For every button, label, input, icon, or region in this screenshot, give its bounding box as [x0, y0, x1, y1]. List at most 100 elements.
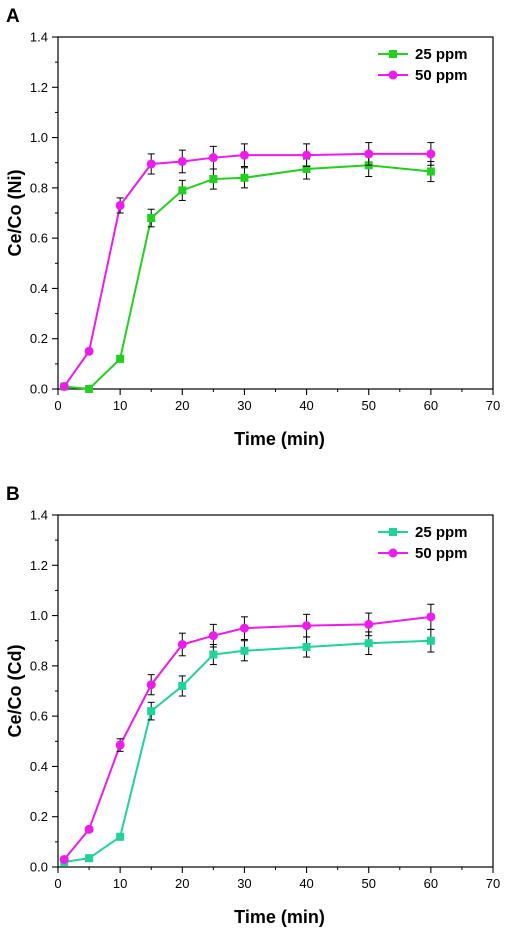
x-tick-label: 60 [424, 398, 438, 413]
legend-entry: 50 ppm [378, 67, 468, 84]
series-50-ppm [59, 142, 436, 391]
y-tick-label: 0.4 [30, 281, 48, 296]
x-tick-label: 20 [175, 398, 189, 413]
legend-entry: 50 ppm [378, 545, 468, 562]
y-axis-label: Ce/Co (Cd) [5, 645, 25, 738]
y-tick-label: 0.6 [30, 231, 48, 246]
x-tick-label: 70 [486, 876, 500, 891]
data-point [115, 740, 125, 750]
series-25-ppm [60, 628, 435, 866]
data-point [209, 650, 218, 659]
series-line [63, 615, 431, 861]
y-tick-label: 0.0 [30, 382, 48, 397]
x-tick-label: 0 [54, 876, 61, 891]
legend-label: 50 ppm [415, 545, 468, 562]
data-point [85, 385, 94, 393]
data-point [84, 346, 94, 356]
data-point [177, 156, 187, 166]
y-tick-label: 0.0 [30, 860, 48, 875]
x-tick-label: 70 [486, 398, 500, 413]
data-point [302, 643, 311, 651]
y-tick-label: 0.8 [30, 180, 48, 195]
x-tick-label: 30 [237, 398, 251, 413]
data-point [426, 636, 435, 645]
data-point [426, 167, 435, 176]
data-point [85, 854, 94, 863]
series-50-ppm [59, 603, 436, 864]
chart-panel-b: B 0 10 20 30 40 50 60 70 0.0 0.2 0.4 0.6 0.8 1.0 1.2 1.4… [5, 484, 500, 927]
plot-frame [57, 514, 494, 868]
x-tick-label: 50 [361, 398, 375, 413]
series-line [64, 639, 431, 863]
y-tick-label: 1.2 [30, 80, 48, 95]
legend-marker [388, 548, 398, 558]
data-point [116, 354, 125, 363]
legend-entry: 25 ppm [378, 46, 468, 63]
data-point [302, 621, 312, 631]
data-point [302, 165, 311, 173]
x-axis-label: Time (min) [234, 429, 325, 449]
data-point [208, 153, 218, 163]
data-point [177, 639, 187, 649]
data-point [147, 214, 156, 223]
data-point [209, 175, 218, 184]
legend-label: 25 ppm [415, 46, 468, 63]
data-point [240, 646, 249, 655]
legend-marker [388, 70, 398, 80]
y-tick-label: 1.4 [30, 508, 48, 523]
data-point [84, 824, 94, 834]
x-tick-label: 0 [54, 398, 61, 413]
x-tick-label: 40 [299, 876, 313, 891]
series-line [63, 152, 431, 388]
x-tick-label: 40 [299, 398, 313, 413]
y-axis-label: Ce/Co (Ni) [5, 170, 25, 257]
data-point [364, 639, 373, 648]
data-point [115, 200, 125, 210]
x-tick-label: 20 [175, 876, 189, 891]
legend-entry: 25 ppm [378, 524, 468, 541]
series-25-ppm [60, 153, 435, 393]
x-axis-label: Time (min) [234, 907, 325, 927]
data-point [239, 150, 249, 160]
legend-marker [389, 50, 397, 58]
chart-panel-a: A 0 10 20 30 40 50 60 70 0.0 0.2 0.4 0.6 0.8 1.0 1.2 1.4… [5, 6, 500, 449]
y-tick-label: 0.6 [30, 709, 48, 724]
data-point [59, 854, 69, 864]
x-tick-label: 30 [237, 876, 251, 891]
data-point [146, 159, 156, 169]
x-tick-label: 60 [424, 876, 438, 891]
data-point [146, 680, 156, 690]
data-point [426, 612, 436, 622]
y-tick-label: 0.2 [30, 331, 48, 346]
legend-marker [389, 528, 397, 536]
data-point [208, 631, 218, 641]
y-tick-label: 0.8 [30, 658, 48, 673]
data-point [116, 832, 125, 841]
x-tick-label: 10 [113, 876, 127, 891]
y-tick-label: 0.4 [30, 759, 48, 774]
data-point [364, 149, 374, 159]
legend-label: 25 ppm [415, 524, 468, 541]
series-line [64, 164, 431, 391]
data-point [178, 186, 187, 195]
y-tick-label: 1.2 [30, 558, 48, 573]
legend-label: 50 ppm [415, 67, 468, 84]
data-point [178, 681, 187, 690]
data-point [59, 381, 69, 391]
panel-letter: A [6, 6, 20, 27]
y-tick-label: 1.0 [30, 130, 48, 145]
data-point [147, 707, 156, 716]
x-tick-label: 10 [113, 398, 127, 413]
x-tick-label: 50 [361, 876, 375, 891]
y-tick-label: 1.0 [30, 608, 48, 623]
y-tick-label: 0.2 [30, 809, 48, 824]
data-point [239, 623, 249, 633]
data-point [426, 149, 436, 159]
panel-letter: B [6, 484, 20, 505]
data-point [302, 150, 312, 160]
y-tick-label: 1.4 [30, 30, 48, 45]
data-point [240, 173, 249, 182]
data-point [364, 619, 374, 629]
